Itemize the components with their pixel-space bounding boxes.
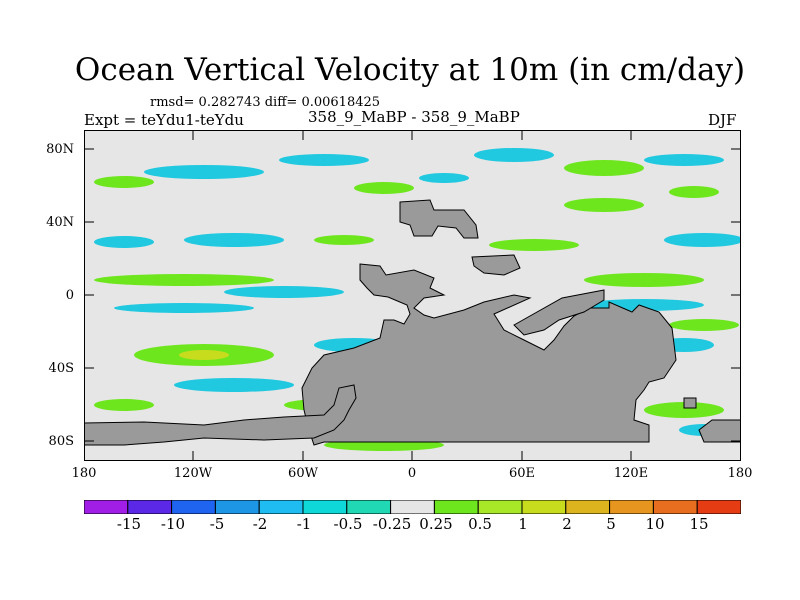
colorbar-label: -10 (160, 515, 186, 533)
experiment-label: Expt = teYdu1-teYdu (84, 111, 244, 129)
colorbar-label: -0.25 (372, 515, 412, 533)
colorbar-label: 1 (518, 515, 528, 533)
colorbar-label: -1 (296, 515, 312, 533)
lat-label: 80N (46, 142, 74, 157)
plot-title: Ocean Vertical Velocity at 10m (in cm/da… (74, 52, 746, 88)
colorbar-label: 10 (645, 515, 665, 533)
colorbar-swatch (171, 500, 216, 514)
lon-label: 120E (613, 466, 649, 481)
lon-label: 180 (71, 466, 97, 481)
lon-label: 60W (288, 466, 318, 481)
colorbar-swatch (433, 500, 479, 514)
colorbar (84, 500, 741, 514)
lat-label: 40S (48, 361, 74, 376)
colorbar-swatch (696, 500, 741, 514)
colorbar-swatch (258, 500, 304, 514)
colorbar-swatch (346, 500, 392, 514)
colorbar-label: -0.5 (333, 515, 363, 533)
colorbar-swatch (84, 500, 129, 514)
colorbar-swatch (477, 500, 523, 514)
lon-label: 60E (508, 466, 536, 481)
anomaly-field (94, 148, 741, 451)
colorbar-label: 15 (689, 515, 709, 533)
colorbar-label: 0.25 (419, 515, 453, 533)
colorbar-swatch (390, 500, 435, 514)
lat-label: 80S (48, 434, 74, 449)
colorbar-label: 5 (606, 515, 616, 533)
colorbar-label: -5 (209, 515, 225, 533)
colorbar-swatch (565, 500, 611, 514)
colorbar-swatch (214, 500, 260, 514)
lat-label: 40N (46, 215, 74, 230)
lon-label: 0 (407, 466, 417, 481)
land-mask (84, 199, 741, 446)
colorbar-label: -2 (252, 515, 268, 533)
colorbar-swatch (521, 500, 567, 514)
map-panel (84, 130, 741, 461)
colorbar-swatch (609, 500, 654, 514)
stats-label: rmsd= 0.282743 diff= 0.00618425 (150, 95, 381, 110)
lat-label: 0 (65, 288, 74, 303)
map-ticks (84, 130, 741, 461)
lon-label: 180 (727, 466, 753, 481)
colorbar-label: 2 (562, 515, 572, 533)
colorbar-swatch (127, 500, 173, 514)
colorbar-swatch (652, 500, 698, 514)
lon-label: 120W (173, 466, 213, 481)
center-label: 358_9_MaBP - 358_9_MaBP (308, 108, 520, 126)
colorbar-label: 0.5 (468, 515, 492, 533)
colorbar-label: -15 (116, 515, 142, 533)
season-label: DJF (708, 111, 737, 129)
colorbar-swatch (302, 500, 348, 514)
